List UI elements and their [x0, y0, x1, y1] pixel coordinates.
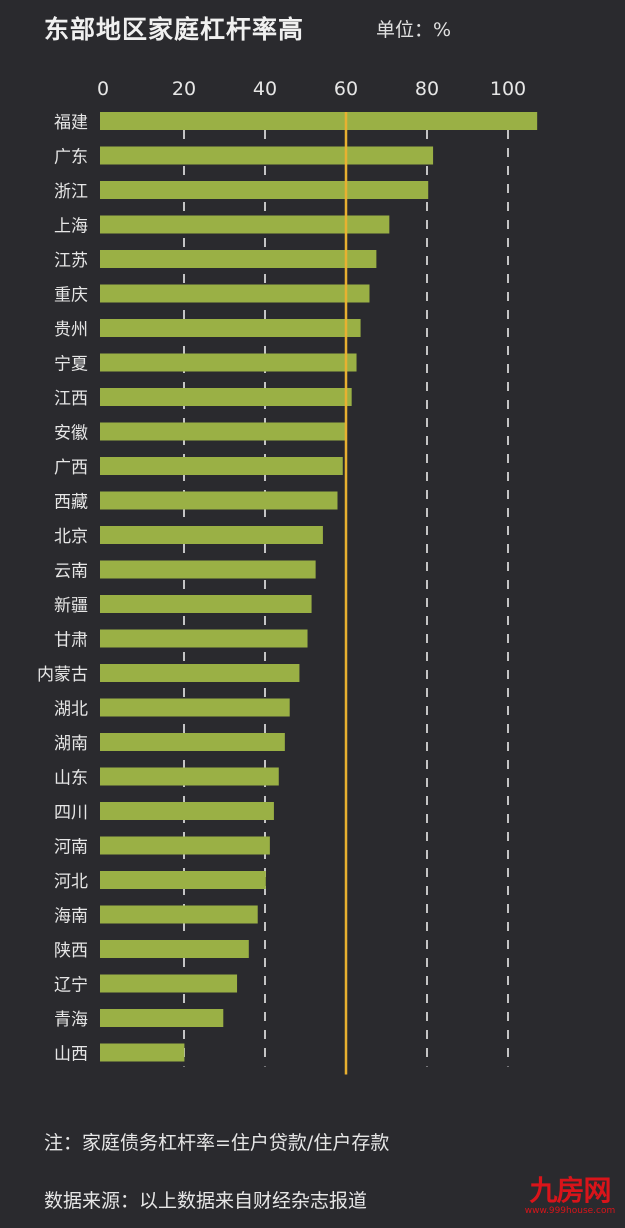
x-tick-label: 100: [490, 78, 526, 100]
category-label: 四川: [54, 803, 88, 823]
bar-山东: [100, 767, 279, 786]
category-label: 宁夏: [54, 355, 88, 375]
bar-贵州: [100, 319, 361, 337]
bar-辽宁: [100, 974, 238, 993]
category-label: 河北: [54, 872, 88, 892]
bar-福建: [100, 112, 538, 130]
category-label: 浙江: [54, 182, 88, 202]
category-label: 甘肃: [54, 631, 88, 651]
category-label: 广东: [54, 148, 88, 168]
bar-新疆: [100, 595, 312, 613]
bar-广西: [100, 457, 343, 475]
category-label: 河南: [54, 838, 88, 858]
category-label: 江西: [54, 389, 88, 409]
bar-湖北: [100, 698, 290, 717]
bar-北京: [100, 526, 323, 544]
footnote: 注：家庭债务杠杆率=住户贷款/住户存款: [44, 1132, 390, 1154]
x-tick-label: 40: [253, 78, 277, 100]
bar-内蒙古: [100, 664, 300, 682]
bar-西藏: [100, 491, 338, 510]
bar-宁夏: [100, 353, 357, 372]
category-label: 山西: [54, 1045, 88, 1065]
category-label: 山东: [54, 769, 88, 789]
bar-浙江: [100, 181, 429, 199]
watermark-logo: 九房网 www.999house.com: [520, 1174, 620, 1217]
category-label: 上海: [54, 217, 88, 237]
watermark-url: www.999house.com: [524, 1206, 616, 1216]
category-label: 西藏: [54, 493, 88, 513]
category-label: 新疆: [54, 596, 88, 616]
category-label: 重庆: [54, 286, 88, 306]
chart-title: 东部地区家庭杠杆率高: [44, 15, 305, 44]
bar-云南: [100, 560, 316, 579]
bar-江苏: [100, 250, 377, 268]
x-tick-label: 80: [415, 78, 439, 100]
x-tick-label: 60: [334, 78, 358, 100]
category-label: 福建: [54, 113, 88, 133]
category-label: 陕西: [54, 941, 88, 961]
watermark-brand: 九房网: [529, 1174, 611, 1207]
bar-湖南: [100, 733, 285, 751]
x-tick-label: 20: [172, 78, 196, 100]
category-label: 海南: [54, 907, 88, 927]
bar-重庆: [100, 284, 370, 303]
category-label: 广西: [54, 458, 88, 478]
bar-安徽: [100, 422, 347, 441]
category-label: 安徽: [54, 424, 88, 444]
bar-江西: [100, 388, 352, 406]
bar-广东: [100, 146, 434, 165]
category-label: 北京: [54, 527, 88, 547]
data-source: 数据来源：以上数据来自财经杂志报道: [44, 1190, 368, 1212]
bar-陕西: [100, 940, 249, 958]
category-label: 云南: [54, 562, 88, 582]
bar-海南: [100, 905, 258, 924]
bar-上海: [100, 215, 390, 234]
bar-甘肃: [100, 629, 308, 648]
bar-青海: [100, 1009, 224, 1027]
bar-河北: [100, 871, 266, 889]
category-label: 贵州: [54, 320, 88, 340]
unit-label: 单位：%: [376, 19, 452, 41]
category-label: 江苏: [54, 251, 88, 271]
category-label: 辽宁: [54, 976, 88, 996]
bar-四川: [100, 802, 274, 820]
category-label: 湖南: [54, 734, 88, 754]
category-label: 内蒙古: [37, 665, 88, 685]
bar-chart: 0 20 40 60 80 100 福建广东浙江上海江苏重庆贵州宁夏江西安徽广西西藏北京云南…: [37, 78, 538, 1075]
x-tick-label: 0: [97, 78, 109, 100]
category-label: 湖北: [54, 700, 88, 720]
category-label: 青海: [54, 1010, 88, 1030]
bar-河南: [100, 836, 270, 855]
bar-山西: [100, 1043, 185, 1062]
